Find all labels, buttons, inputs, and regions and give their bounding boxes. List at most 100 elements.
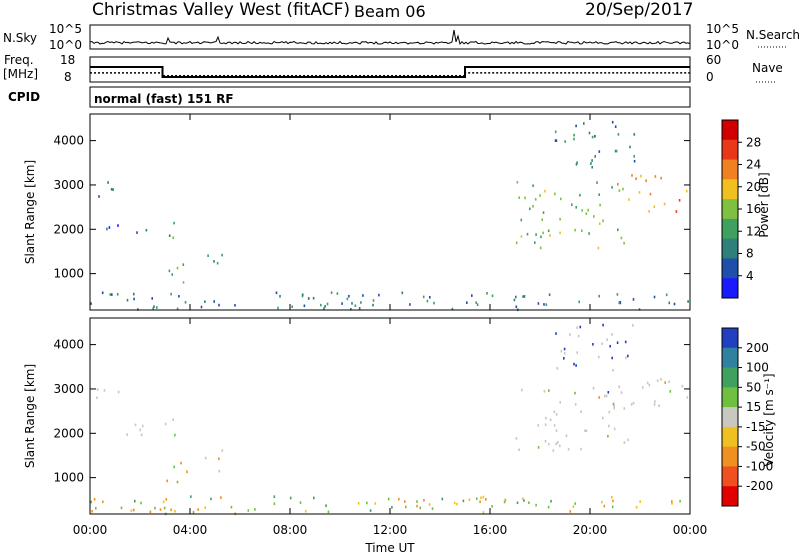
scatter-point: [471, 294, 473, 297]
scatter-point: [579, 193, 581, 197]
scatter-point: [466, 301, 468, 304]
scatter-point: [572, 505, 575, 508]
scatter-point: [578, 300, 580, 304]
scatter-point: [534, 241, 536, 244]
freq-tick-bottom: 8: [64, 70, 72, 84]
power-panel: Slant Range [km] 1000 2000 3000 4000 4 8 12 16…: [23, 113, 771, 312]
scatter-point: [556, 367, 559, 370]
colorbar-tick-label: 12: [746, 224, 761, 238]
scatter-point: [632, 298, 635, 301]
scatter-point: [126, 298, 129, 302]
scatter-point: [416, 500, 418, 503]
scatter-point: [350, 308, 352, 311]
scatter-point: [162, 500, 165, 504]
scatter-point: [550, 499, 552, 503]
colorbar-swatch: [722, 159, 738, 180]
scatter-point: [111, 293, 113, 296]
scatter-point: [555, 429, 558, 432]
scatter-point: [273, 495, 276, 498]
scatter-point: [619, 300, 621, 304]
scatter-point: [555, 413, 558, 416]
scatter-point: [630, 403, 633, 406]
scatter-point: [178, 295, 180, 298]
scatter-point: [574, 228, 576, 232]
scatter-point: [313, 496, 315, 500]
colorbar-tick-label: -15: [746, 420, 766, 434]
colorbar-swatch: [722, 258, 738, 279]
colorbar-tick-label: -50: [746, 440, 766, 454]
scatter-point: [588, 232, 590, 235]
scatter-point: [503, 500, 506, 504]
colorbar-swatch: [722, 407, 738, 428]
scatter-point: [139, 428, 141, 432]
colorbar-tick-label: 16: [746, 202, 761, 216]
scatter-point: [176, 266, 179, 270]
scatter-point: [560, 197, 562, 201]
scatter-point: [613, 427, 616, 431]
scatter-point: [663, 202, 666, 206]
scatter-point: [616, 341, 619, 344]
scatter-point: [543, 390, 546, 393]
scatter-point: [548, 293, 551, 296]
scatter-point: [357, 502, 360, 505]
scatter-point: [176, 307, 179, 311]
colorbar-swatch: [722, 486, 738, 507]
scatter-point: [362, 294, 364, 297]
scatter-point: [604, 394, 606, 398]
scatter-point: [646, 381, 649, 385]
colorbar-tick-label: 24: [746, 158, 761, 172]
scatter-point: [559, 444, 561, 448]
scatter-point: [151, 297, 153, 300]
scatter-point: [633, 133, 636, 136]
scatter-point: [598, 294, 600, 298]
scatter-point: [117, 390, 120, 394]
cpid-text: normal (fast) 151 RF: [94, 92, 234, 106]
scatter-point: [611, 505, 614, 509]
scatter-point: [613, 404, 615, 408]
scatter-point: [598, 193, 600, 196]
scatter-point: [591, 159, 593, 162]
scatter-point: [580, 447, 582, 451]
velocity-ylabel: Slant Range [km]: [23, 364, 37, 468]
scatter-point: [569, 510, 572, 513]
scatter-point: [134, 499, 136, 503]
scatter-point: [324, 305, 326, 308]
scatter-point: [91, 510, 93, 513]
scatter-point: [254, 508, 256, 511]
scatter-point: [645, 179, 647, 182]
scatter-point: [664, 381, 666, 384]
scatter-point: [613, 406, 615, 410]
scatter-point: [583, 122, 585, 125]
time-axis: 00:00 04:00 08:00 12:00 16:00 20:00 00:00: [73, 114, 707, 537]
scatter-point: [576, 351, 578, 354]
scatter-point: [416, 504, 418, 508]
scatter-point: [336, 292, 339, 295]
scatter-point: [110, 188, 113, 191]
scatter-point: [587, 208, 589, 212]
scatter-point: [398, 497, 400, 501]
colorbar-tick-label: 200: [746, 341, 769, 355]
scatter-point: [623, 407, 626, 410]
scatter-point: [480, 496, 482, 500]
scatter-point: [542, 231, 544, 235]
scatter-point: [573, 362, 575, 366]
scatter-point: [623, 441, 626, 444]
scatter-point: [547, 442, 550, 446]
scatter-point: [96, 388, 99, 391]
scatter-point: [369, 509, 372, 512]
y-tick-label: 3000: [53, 382, 84, 396]
scatter-point: [557, 441, 559, 444]
scatter-point: [592, 343, 594, 346]
x-tick-label: 12:00: [373, 523, 408, 537]
scatter-point: [597, 246, 600, 250]
colorbar-tick-label: 50: [746, 380, 761, 394]
scatter-point: [535, 233, 537, 236]
scatter-point: [120, 506, 123, 510]
scatter-point: [671, 502, 673, 505]
scatter-point: [468, 498, 471, 501]
scatter-point: [581, 229, 583, 233]
scatter-point: [360, 301, 362, 304]
colorbar-tick-label: -200: [746, 479, 773, 493]
scatter-point: [326, 302, 329, 306]
scatter-point: [409, 303, 411, 306]
